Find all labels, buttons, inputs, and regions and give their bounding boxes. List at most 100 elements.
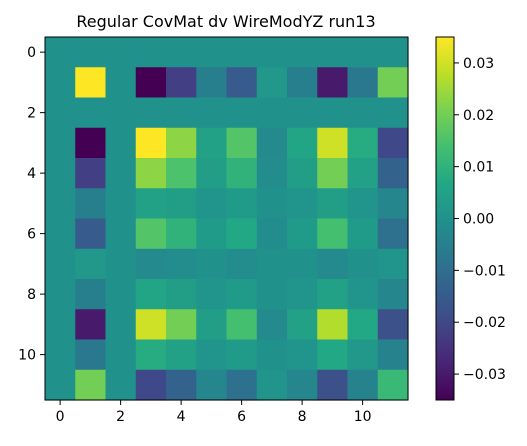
y-axis: 0 2 4 6 8 10 <box>18 45 45 364</box>
heatmap-cell <box>45 370 76 401</box>
heatmap-cell <box>378 370 409 401</box>
heatmap-cell <box>196 158 227 189</box>
heatmap-cell <box>227 279 258 310</box>
y-tick-label: 0 <box>27 45 36 61</box>
heatmap-cell <box>45 340 76 371</box>
chart-title: Regular CovMat dv WireModYZ run13 <box>76 12 375 31</box>
heatmap-cell <box>348 37 379 68</box>
heatmap-cell <box>106 340 137 371</box>
heatmap-cell <box>287 37 318 68</box>
heatmap-cell <box>378 249 409 280</box>
heatmap-cell <box>106 249 137 280</box>
heatmap-cell <box>136 370 167 401</box>
heatmap-cell <box>166 67 197 98</box>
heatmap-cell <box>166 158 197 189</box>
heatmap-cell <box>75 188 106 219</box>
heatmap-cell <box>317 188 348 219</box>
y-tick-label: 8 <box>27 287 36 303</box>
heatmap-cell <box>227 158 258 189</box>
heatmap-cell <box>75 98 106 129</box>
heatmap-cell <box>257 158 288 189</box>
heatmap-cell <box>317 98 348 129</box>
heatmap-cell <box>348 188 379 219</box>
heatmap-cell <box>348 219 379 250</box>
y-tick-label: 4 <box>27 166 36 182</box>
heatmap-cell <box>378 340 409 371</box>
heatmap-cell <box>348 370 379 401</box>
heatmap-cell <box>106 37 137 68</box>
heatmap-cell <box>257 128 288 159</box>
x-tick-label: 8 <box>298 409 307 425</box>
heatmap-cell <box>378 158 409 189</box>
heatmap-cell <box>136 98 167 129</box>
heatmap-cell <box>348 128 379 159</box>
heatmap-cell <box>75 370 106 401</box>
heatmap-cell <box>75 37 106 68</box>
heatmap-cell <box>287 370 318 401</box>
heatmap-cell <box>196 279 227 310</box>
heatmap-cell <box>378 279 409 310</box>
heatmap-cell <box>317 249 348 280</box>
heatmap-cell <box>196 340 227 371</box>
heatmap-cell <box>287 279 318 310</box>
heatmap-cell <box>378 37 409 68</box>
heatmap-cell <box>287 219 318 250</box>
heatmap-cell <box>257 279 288 310</box>
heatmap-cell <box>257 37 288 68</box>
heatmap-cell <box>75 340 106 371</box>
heatmap-cell <box>287 128 318 159</box>
heatmap-cell <box>348 158 379 189</box>
colorbar-tick-label: 0.03 <box>463 56 494 72</box>
heatmap-cell <box>166 309 197 340</box>
heatmap-cell <box>75 128 106 159</box>
heatmap-cell <box>287 158 318 189</box>
heatmap-cell <box>196 219 227 250</box>
heatmap-cell <box>136 279 167 310</box>
heatmap-cell <box>45 219 76 250</box>
colorbar-axis: 0.03 0.02 0.01 0.00 −0.01 −0.02 −0.03 <box>454 56 506 383</box>
heatmap-cell <box>196 249 227 280</box>
heatmap-cell <box>257 98 288 129</box>
heatmap-cell <box>317 309 348 340</box>
heatmap-cell <box>136 128 167 159</box>
heatmap-cell <box>196 309 227 340</box>
heatmap-cell <box>106 98 137 129</box>
heatmap-cell <box>196 98 227 129</box>
heatmap-cell <box>45 67 76 98</box>
heatmap-cell <box>378 309 409 340</box>
heatmap-cell <box>287 98 318 129</box>
heatmap-cell <box>227 309 258 340</box>
x-tick-label: 2 <box>116 409 125 425</box>
heatmap-cell <box>45 37 76 68</box>
heatmap-cell <box>166 279 197 310</box>
heatmap-cell <box>106 219 137 250</box>
heatmap-cell <box>227 188 258 219</box>
heatmap-cell <box>166 98 197 129</box>
heatmap-cell <box>287 340 318 371</box>
heatmap-cell <box>378 188 409 219</box>
heatmap-cell <box>257 67 288 98</box>
heatmap-cell <box>75 309 106 340</box>
y-tick-label: 6 <box>27 227 36 243</box>
heatmap-cell <box>227 249 258 280</box>
heatmap-cell <box>75 67 106 98</box>
heatmap-cell <box>106 67 137 98</box>
heatmap-cell <box>136 249 167 280</box>
heatmap-cell <box>317 37 348 68</box>
heatmap-cell <box>166 370 197 401</box>
heatmap-cell <box>106 279 137 310</box>
heatmap-cell <box>166 219 197 250</box>
x-tick-label: 0 <box>56 409 65 425</box>
heatmap-cell <box>348 98 379 129</box>
heatmap-cell <box>136 340 167 371</box>
heatmap-cell <box>378 98 409 129</box>
x-axis: 0 2 4 6 8 10 <box>56 400 372 425</box>
heatmap-cell <box>348 67 379 98</box>
heatmap-cell <box>136 67 167 98</box>
heatmap-cell <box>106 309 137 340</box>
y-tick-label: 2 <box>27 106 36 122</box>
heatmap-cell <box>227 370 258 401</box>
heatmap-cell <box>317 158 348 189</box>
heatmap-cell <box>45 158 76 189</box>
heatmap-cell <box>75 219 106 250</box>
